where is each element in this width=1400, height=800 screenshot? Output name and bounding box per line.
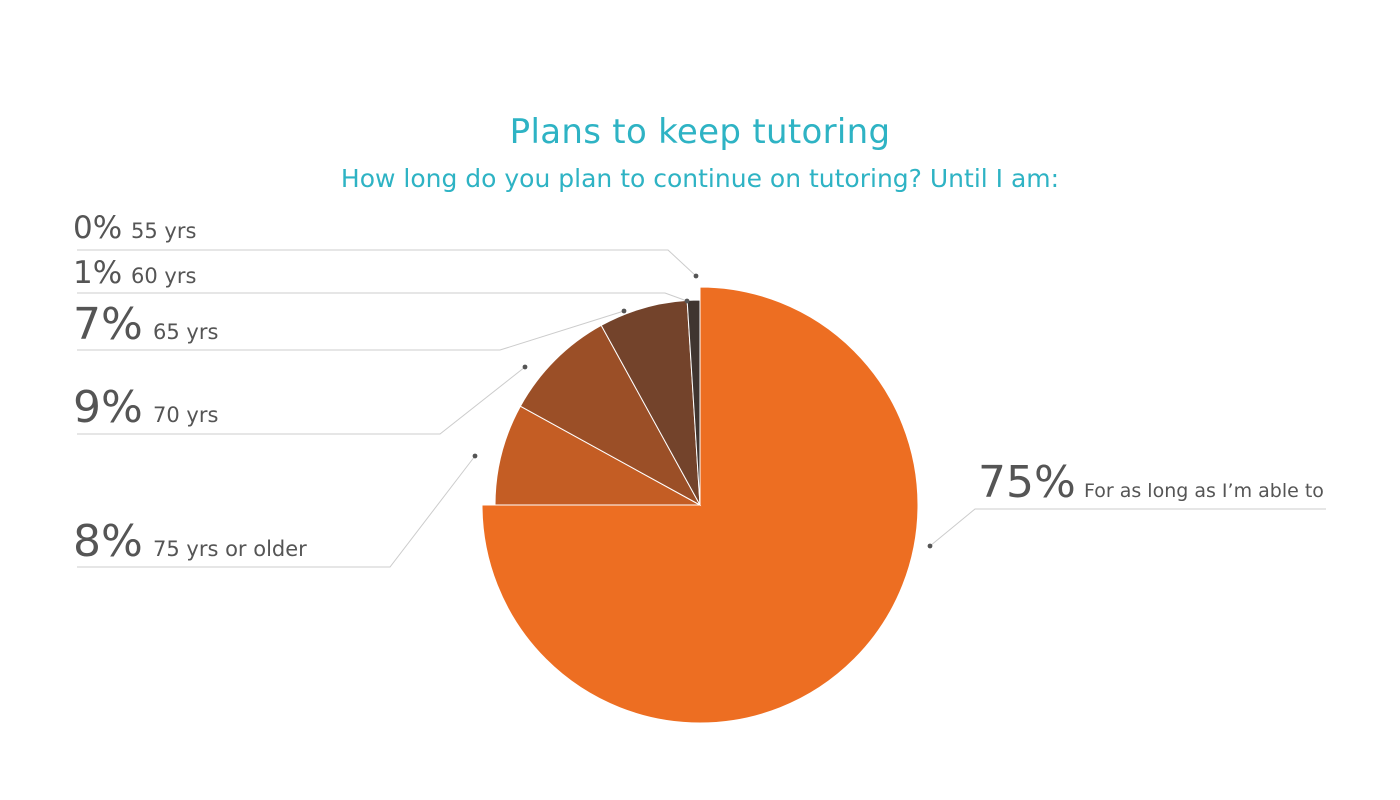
leader-dot <box>693 273 699 279</box>
leader-line <box>77 366 526 435</box>
slice-percent-label: 8% <box>73 516 143 567</box>
leader-lines <box>77 249 1326 568</box>
leader-dot <box>927 543 933 549</box>
slice-name-label: 70 yrs <box>153 403 218 427</box>
slice-name-label: 65 yrs <box>153 320 218 344</box>
chart-subtitle: How long do you plan to continue on tuto… <box>340 164 1060 193</box>
leader-line <box>77 292 688 302</box>
leader-line <box>929 508 1326 547</box>
leader-dot <box>621 308 627 314</box>
slice-percent-label: 75% <box>978 457 1076 508</box>
slice-percent-label: 1% <box>73 255 122 291</box>
leader-dot <box>472 453 478 459</box>
slice-name-label: 55 yrs <box>131 219 196 243</box>
slice-percent-label: 7% <box>73 299 143 350</box>
leader-line <box>77 249 697 277</box>
leader-dot <box>684 298 690 304</box>
leader-dot <box>522 364 528 370</box>
chart-title: Plans to keep tutoring <box>509 112 891 152</box>
pie-slices <box>481 286 919 724</box>
slice-percent-label: 9% <box>73 382 143 433</box>
pie-slice <box>494 405 701 506</box>
slice-name-label: 75 yrs or older <box>153 537 307 561</box>
pie-slice <box>519 324 702 507</box>
slice-name-label: For as long as I’m able to <box>1084 480 1324 502</box>
leader-line <box>77 310 625 351</box>
slice-name-label: 60 yrs <box>131 264 196 288</box>
leader-line <box>77 455 476 568</box>
slice-labels: 75% For as long as I’m able to 8% 75 yrs or… <box>73 210 1324 567</box>
slice-percent-label: 0% <box>73 210 122 246</box>
